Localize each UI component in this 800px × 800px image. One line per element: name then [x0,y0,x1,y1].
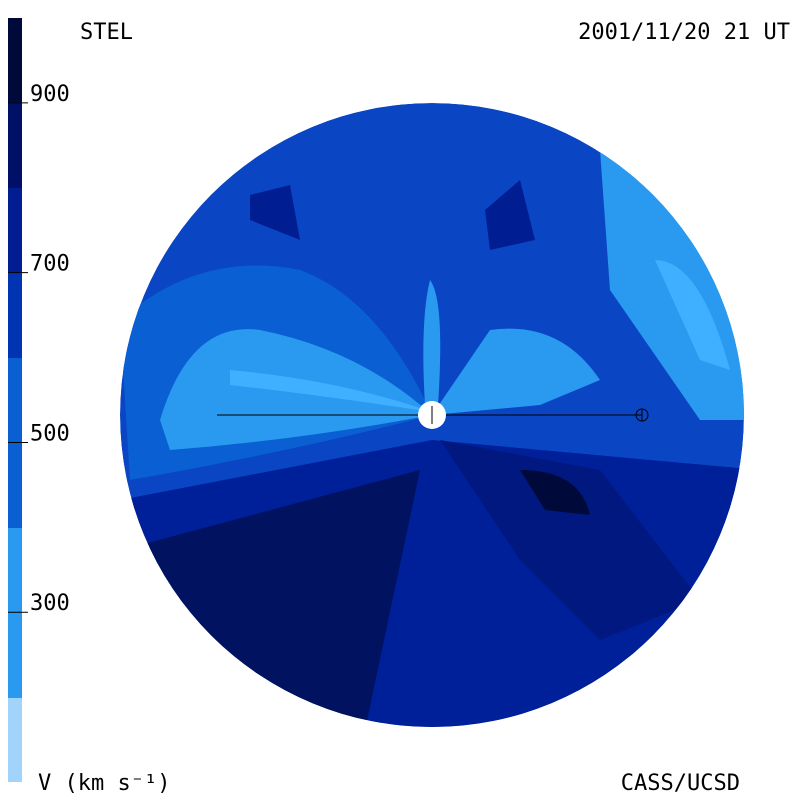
colorbar-tick-label: 900 [30,82,70,107]
footer-left: V (km s⁻¹) [38,771,170,796]
colorbar-band [8,272,22,358]
colorbar [8,18,22,782]
colorbar-band [8,18,22,102]
colorbar-band [8,358,22,528]
colorbar-band [8,102,22,188]
disk [120,103,744,727]
colorbar-band [8,528,22,698]
colorbar-tick-label: 300 [30,591,70,616]
colorbar-tick-label: 500 [30,421,70,446]
header-right: 2001/11/20 21 UT [578,20,790,45]
colorbar-tick-label: 700 [30,252,70,277]
footer-right: CASS/UCSD [621,771,740,796]
colorbar-band [8,698,22,782]
colorbar-band [8,188,22,272]
header-left: STEL [80,20,133,45]
